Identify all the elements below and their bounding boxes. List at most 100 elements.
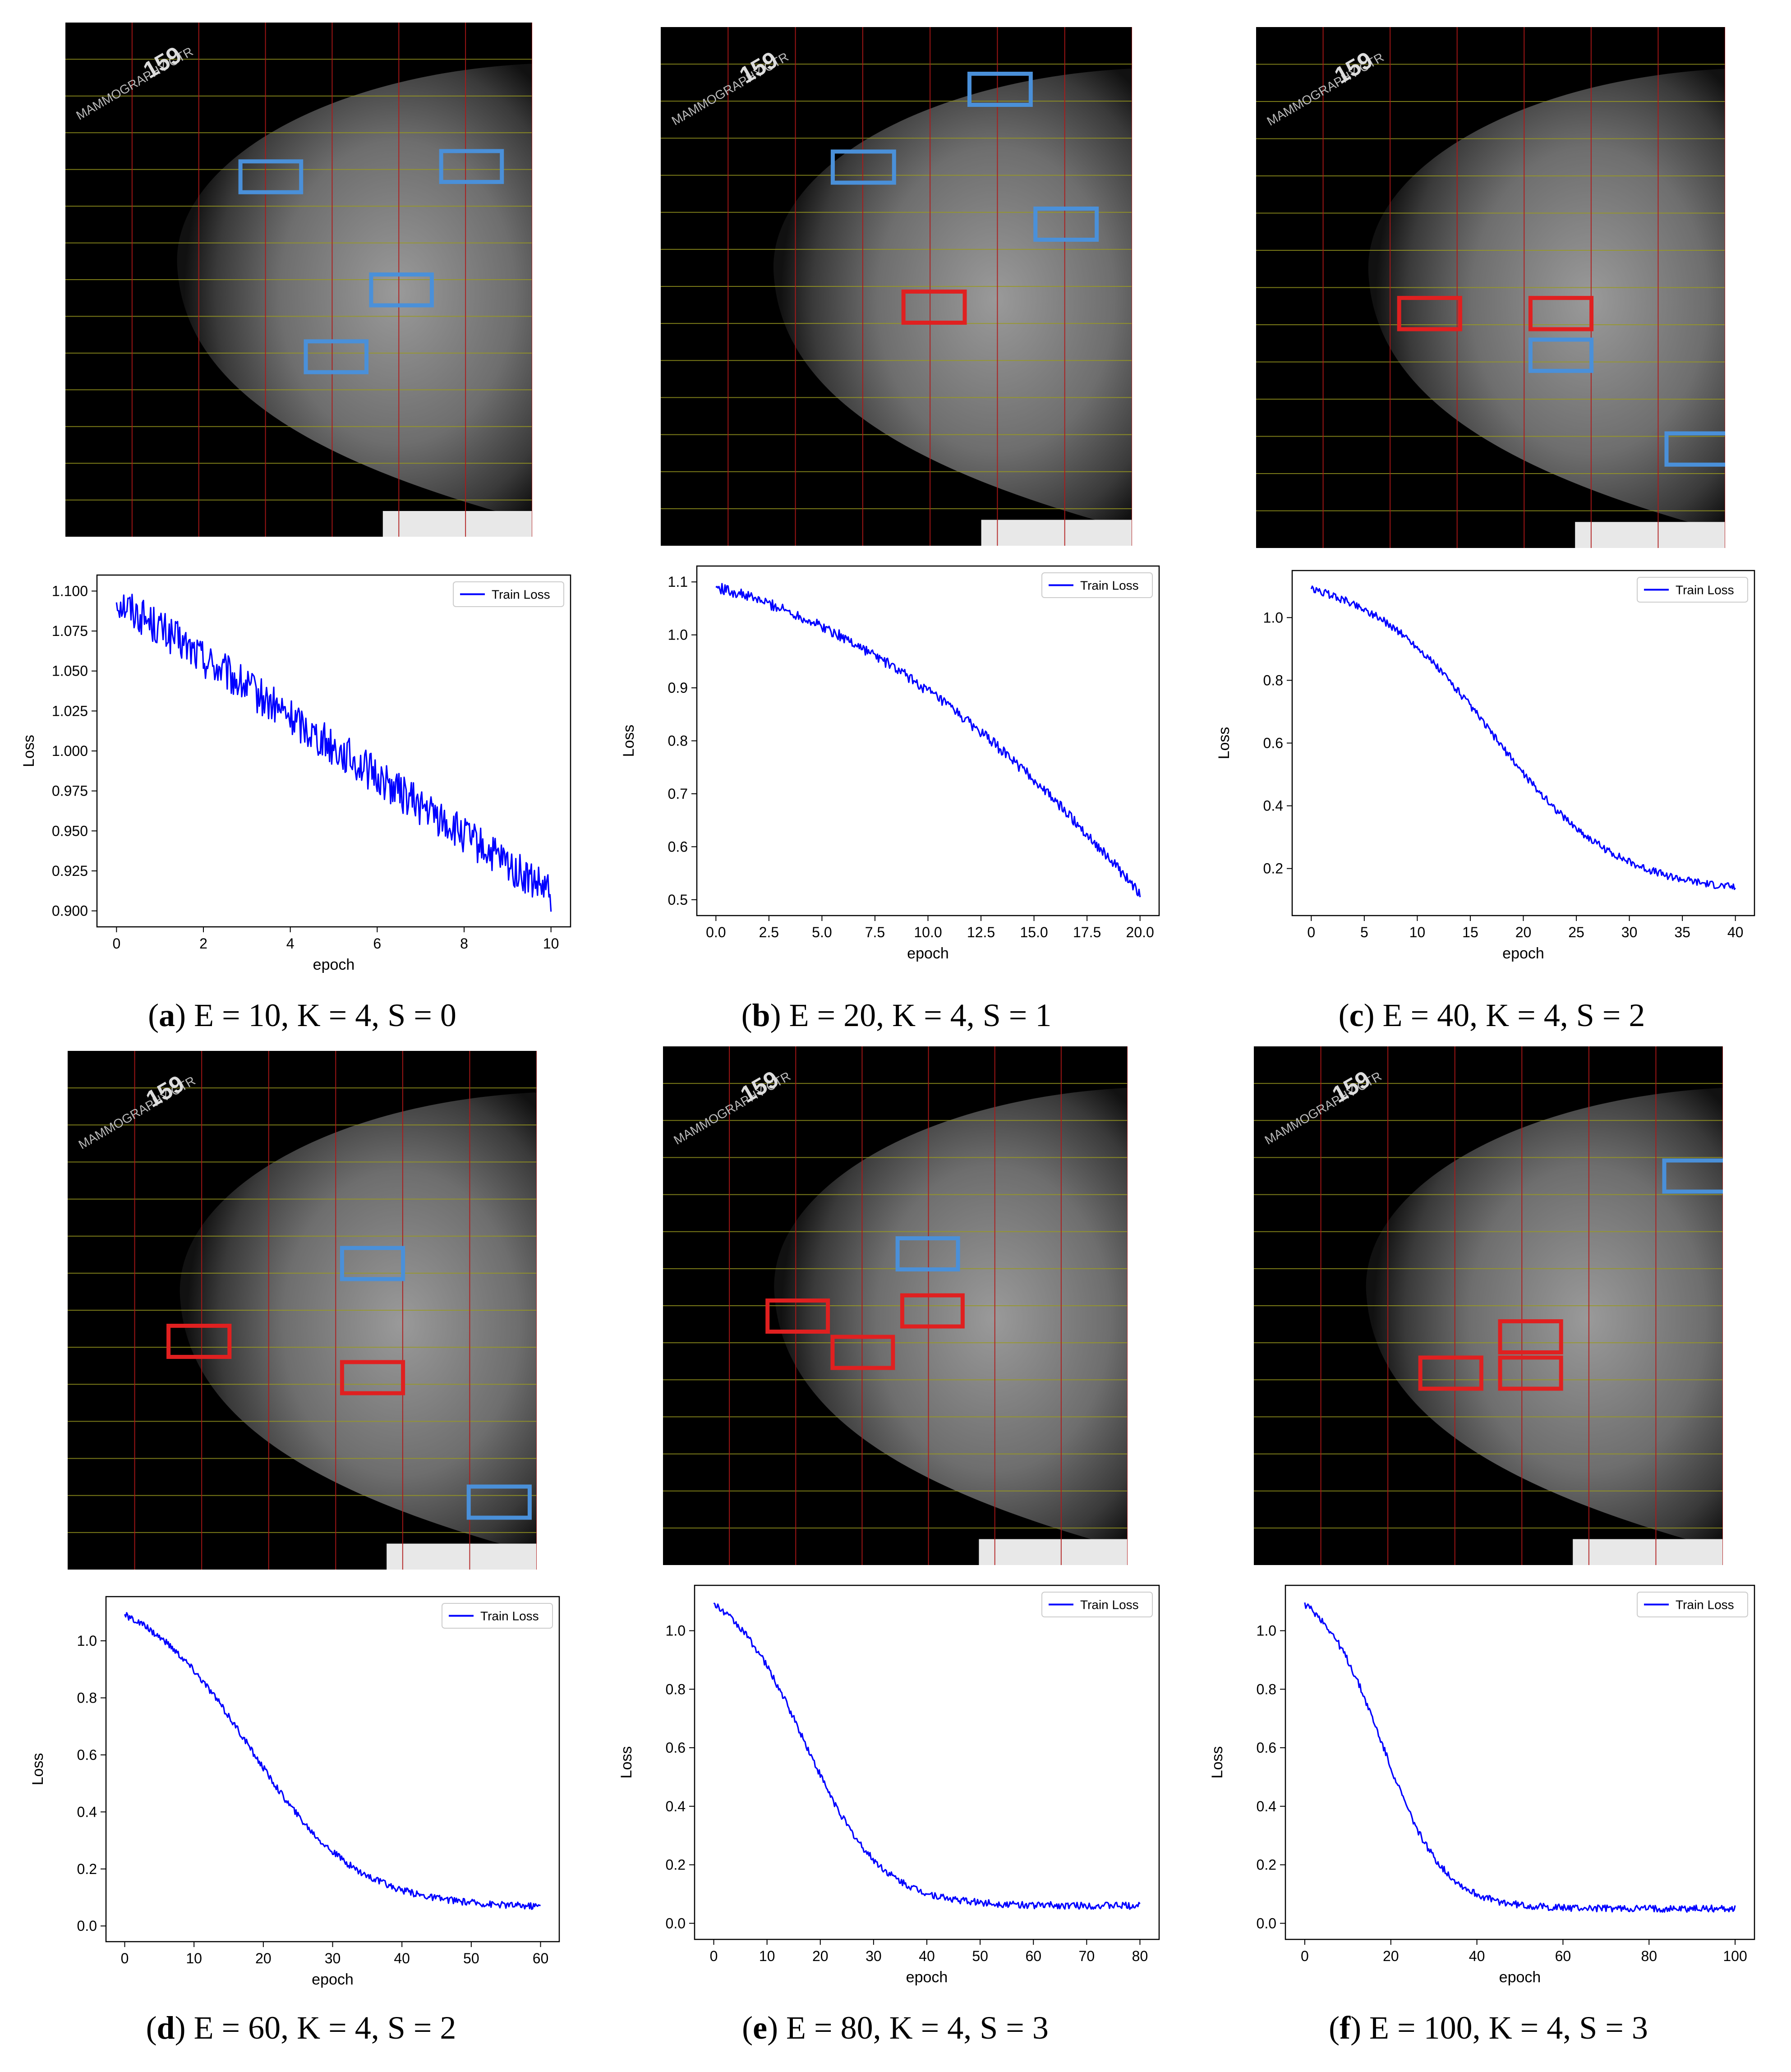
y-axis-label: Loss xyxy=(1215,727,1233,760)
x-tick-label: 0 xyxy=(710,1948,718,1964)
y-tick-label: 1.0 xyxy=(77,1633,97,1649)
mammogram-e: MAMMOGRAPHY CTR 159 xyxy=(663,1046,1128,1565)
region-box-red xyxy=(1498,1355,1563,1391)
chart-b: 0.0 2.5 5.0 7.5 10.0 12.5 15.0 17.5 20.0 0.5 0.6 0.… xyxy=(613,548,1179,976)
x-tick-label: 10 xyxy=(186,1950,202,1966)
region-box-blue xyxy=(1664,431,1725,467)
region-box-red xyxy=(901,290,967,325)
x-tick-label: 12.5 xyxy=(967,924,995,940)
x-tick-label: 35 xyxy=(1674,924,1690,940)
region-box-red xyxy=(830,1335,895,1370)
y-tick-label: 0.8 xyxy=(666,1681,686,1697)
chart-svg-f: 0 20 40 60 80 100 0.0 0.2 0.4 0.6 0.8 1.0 epoch Loss T… xyxy=(1209,1584,1755,1986)
y-axis-label: Loss xyxy=(29,1753,46,1786)
caption-text-b: E = 20, K = 4, S = 1 xyxy=(789,997,1052,1033)
chart-svg-b: 0.0 2.5 5.0 7.5 10.0 12.5 15.0 17.5 20.0 0.5 0.6 0.… xyxy=(620,565,1160,962)
x-tick-label: 10.0 xyxy=(914,924,942,940)
x-axis-label: epoch xyxy=(313,956,355,973)
x-tick-label: 0 xyxy=(1307,924,1315,940)
x-tick-label: 2 xyxy=(199,935,207,952)
chart-e: 0 10 20 30 40 50 60 70 80 0.0 0.2 0.4 0.6 0.8 1.0 epoch… xyxy=(611,1567,1179,2000)
y-axis-label: Loss xyxy=(620,725,637,757)
y-tick-label: 0.5 xyxy=(668,892,688,908)
caption-text-e: E = 80, K = 4, S = 3 xyxy=(786,2010,1049,2046)
caption-d: (d) E = 60, K = 4, S = 2 xyxy=(146,2010,456,2046)
caption-f: (f) E = 100, K = 4, S = 3 xyxy=(1329,2010,1648,2046)
chart-svg-a: 0 2 4 6 8 10 0.900 0.925 0.950 0.975 1.000 1.025 1.0… xyxy=(20,574,571,973)
y-tick-label: 0.9 xyxy=(668,680,688,696)
scan-edge xyxy=(1573,1539,1723,1565)
mammogram-a: MAMMOGRAPHY CTR 159 xyxy=(65,23,532,537)
region-box-blue xyxy=(238,159,304,194)
y-tick-label: 1.0 xyxy=(1263,609,1283,626)
legend-label: Train Loss xyxy=(1676,583,1734,597)
x-tick-label: 8 xyxy=(460,935,468,952)
caption-letter-b: b xyxy=(752,997,770,1033)
region-box-blue xyxy=(1662,1158,1723,1194)
y-tick-label: 1.050 xyxy=(52,663,88,679)
chart-svg-c: 0 5 10 15 20 25 30 35 40 0.2 0.4 0.6 0.8 1.0 epoch Loss… xyxy=(1215,570,1755,962)
region-box-blue xyxy=(830,149,896,185)
x-tick-label: 100 xyxy=(1723,1948,1747,1964)
y-tick-label: 0.4 xyxy=(666,1798,686,1814)
x-tick-label: 50 xyxy=(972,1948,988,1964)
y-tick-label: 0.7 xyxy=(668,786,688,802)
scan-edge xyxy=(1575,522,1725,548)
y-tick-label: 0.0 xyxy=(77,1918,97,1934)
caption-text-a: E = 10, K = 4, S = 0 xyxy=(194,997,456,1033)
region-box-blue xyxy=(369,272,434,308)
x-tick-label: 0 xyxy=(1301,1948,1309,1964)
train-loss-line xyxy=(713,1602,1141,1910)
region-box-blue xyxy=(304,339,369,374)
x-tick-label: 0 xyxy=(112,935,120,952)
caption-letter-f: f xyxy=(1340,2010,1351,2046)
legend-label: Train Loss xyxy=(1676,1598,1734,1612)
chart-d: 0 10 20 30 40 50 60 0.0 0.2 0.4 0.6 0.8 1.0 epoch Loss… xyxy=(23,1579,580,2003)
y-tick-label: 0.0 xyxy=(666,1915,686,1931)
x-tick-label: 4 xyxy=(286,935,295,952)
mammogram-f: MAMMOGRAPHY CTR 159 xyxy=(1254,1046,1723,1565)
x-axis-label: epoch xyxy=(906,1969,948,1986)
y-axis-label: Loss xyxy=(1209,1746,1226,1779)
x-axis-label: epoch xyxy=(312,1971,354,1988)
caption-text-d: E = 60, K = 4, S = 2 xyxy=(193,2010,456,2046)
x-tick-label: 20 xyxy=(255,1950,272,1966)
train-loss-line xyxy=(115,594,552,912)
x-tick-label: 20 xyxy=(1383,1948,1399,1964)
y-tick-label: 0.6 xyxy=(1257,1740,1276,1756)
legend-label: Train Loss xyxy=(1080,1598,1139,1612)
x-tick-label: 30 xyxy=(325,1950,341,1966)
y-tick-label: 1.100 xyxy=(52,583,88,599)
caption-letter-a: a xyxy=(159,997,175,1033)
x-tick-label: 40 xyxy=(1727,924,1744,940)
scan-edge xyxy=(382,511,532,537)
region-box-blue xyxy=(340,1246,405,1281)
y-tick-label: 0.4 xyxy=(77,1804,97,1820)
y-axis-label: Loss xyxy=(618,1746,635,1779)
chart-a: 0 2 4 6 8 10 0.900 0.925 0.950 0.975 1.000 1.025 1.0… xyxy=(14,557,591,988)
y-tick-label: 0.2 xyxy=(666,1857,686,1873)
caption-b: (b) E = 20, K = 4, S = 1 xyxy=(741,997,1052,1033)
x-tick-label: 5 xyxy=(1360,924,1368,940)
x-axis-label: epoch xyxy=(907,945,949,962)
y-tick-label: 1.000 xyxy=(52,743,88,759)
region-box-red xyxy=(1528,296,1594,332)
x-tick-label: 10 xyxy=(543,935,559,952)
scan-edge xyxy=(979,1539,1128,1565)
chart-svg-d: 0 10 20 30 40 50 60 0.0 0.2 0.4 0.6 0.8 1.0 epoch Loss… xyxy=(29,1596,560,1988)
mammogram-c: MAMMOGRAPHY CTR 159 xyxy=(1256,27,1725,548)
y-tick-label: 1.0 xyxy=(1257,1623,1276,1639)
x-tick-label: 20 xyxy=(812,1948,829,1964)
x-tick-label: 0 xyxy=(121,1950,129,1966)
chart-svg-e: 0 10 20 30 40 50 60 70 80 0.0 0.2 0.4 0.6 0.8 1.0 epoch… xyxy=(618,1584,1160,1986)
caption-text-c: E = 40, K = 4, S = 2 xyxy=(1382,997,1645,1033)
legend-box xyxy=(442,1603,553,1629)
x-tick-label: 20.0 xyxy=(1126,924,1154,940)
y-tick-label: 0.2 xyxy=(1263,861,1283,877)
x-axis-label: epoch xyxy=(1499,1969,1541,1986)
x-tick-label: 30 xyxy=(1621,924,1638,940)
caption-text-f: E = 100, K = 4, S = 3 xyxy=(1369,2010,1648,2046)
region-box-blue xyxy=(895,1236,960,1271)
